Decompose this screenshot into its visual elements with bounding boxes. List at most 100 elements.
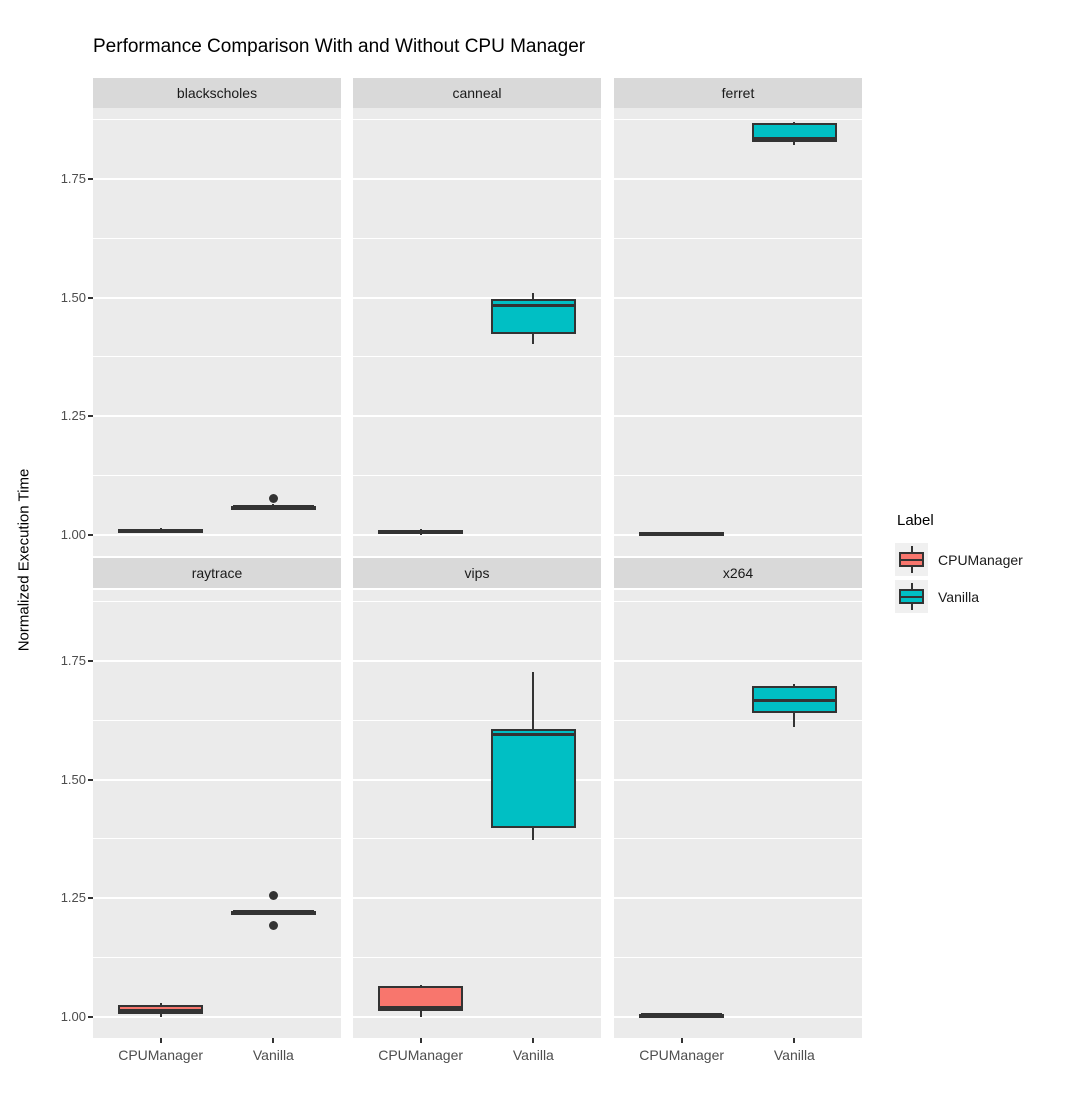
whisker-upper bbox=[419, 529, 422, 531]
chart-title: Performance Comparison With and Without … bbox=[93, 36, 586, 57]
x-tick-label: Vanilla bbox=[773, 1047, 815, 1063]
y-tick-label: 1.25 bbox=[60, 408, 86, 424]
x-tick-mark bbox=[793, 1038, 796, 1043]
gridline-minor bbox=[614, 956, 862, 958]
whisker-lower bbox=[532, 827, 535, 841]
gridline-major bbox=[353, 897, 601, 900]
gridline-major bbox=[614, 778, 862, 781]
gridline-minor bbox=[93, 119, 341, 121]
gridline-minor bbox=[614, 838, 862, 840]
gridline-minor bbox=[614, 601, 862, 603]
gridline-major bbox=[93, 897, 341, 900]
median-line bbox=[492, 732, 574, 736]
x-tick-mark bbox=[159, 1038, 162, 1043]
facet-panel-raytrace bbox=[93, 590, 341, 1038]
gridline-major bbox=[93, 778, 341, 781]
gridline-major bbox=[353, 415, 601, 418]
median-line bbox=[232, 910, 314, 914]
y-tick-label: 1.25 bbox=[60, 890, 86, 906]
gridline-major bbox=[93, 178, 341, 181]
box-vanilla bbox=[490, 728, 576, 828]
x-tick-label: Vanilla bbox=[512, 1047, 554, 1063]
median-line bbox=[753, 137, 835, 141]
outlier-point bbox=[268, 921, 278, 931]
x-tick-label: Vanilla bbox=[252, 1047, 294, 1063]
y-tick-mark bbox=[88, 178, 93, 181]
median-line bbox=[641, 1013, 723, 1017]
y-tick-mark bbox=[88, 415, 93, 418]
facet-strip-blackscholes: blackscholes bbox=[93, 78, 341, 108]
gridline-major bbox=[353, 296, 601, 299]
gridline-minor bbox=[93, 719, 341, 721]
y-tick-mark bbox=[88, 533, 93, 536]
gridline-minor bbox=[614, 719, 862, 721]
x-tick-mark bbox=[532, 1038, 535, 1043]
gridline-minor bbox=[614, 119, 862, 121]
gridline-minor bbox=[614, 356, 862, 358]
gridline-minor bbox=[353, 719, 601, 721]
legend-entry-label: CPUManager bbox=[938, 551, 1023, 568]
gridline-major bbox=[93, 1015, 341, 1018]
legend-entries: CPUManager Vanilla bbox=[895, 541, 1023, 615]
x-tick-mark bbox=[272, 1038, 275, 1043]
gridline-minor bbox=[353, 237, 601, 239]
gridline-major bbox=[614, 897, 862, 900]
gridline-major bbox=[614, 178, 862, 181]
gridline-major bbox=[93, 415, 341, 418]
whisker-upper bbox=[793, 121, 796, 124]
x-tick-label: CPUManager bbox=[378, 1047, 464, 1063]
y-axis-title: Normalized Execution Time bbox=[15, 468, 33, 652]
median-line bbox=[492, 303, 574, 307]
y-tick-label: 1.50 bbox=[60, 771, 86, 787]
whisker-upper bbox=[793, 684, 796, 686]
median-line bbox=[120, 528, 202, 532]
y-tick-label: 1.50 bbox=[60, 289, 86, 305]
gridline-major bbox=[93, 533, 341, 536]
gridline-minor bbox=[93, 601, 341, 603]
whisker-upper bbox=[532, 671, 535, 729]
legend-entry: CPUManager bbox=[895, 541, 1023, 578]
gridline-major bbox=[93, 296, 341, 299]
gridline-minor bbox=[353, 838, 601, 840]
gridline-major bbox=[353, 178, 601, 181]
whisker-lower bbox=[793, 713, 796, 728]
key-median-line bbox=[901, 558, 922, 561]
gridline-major bbox=[614, 660, 862, 663]
gridline-major bbox=[614, 296, 862, 299]
x-tick-label: CPUManager bbox=[639, 1047, 725, 1063]
facet-strip-raytrace: raytrace bbox=[93, 558, 341, 588]
median-line bbox=[753, 698, 835, 702]
whisker-upper bbox=[272, 504, 275, 506]
median-line bbox=[641, 531, 723, 535]
y-tick-mark bbox=[88, 778, 93, 781]
gridline-minor bbox=[614, 237, 862, 239]
whisker-lower bbox=[532, 333, 535, 344]
facet-strip-vips: vips bbox=[353, 558, 601, 588]
box-vanilla bbox=[751, 123, 837, 142]
outlier-point bbox=[268, 890, 278, 900]
key-median-line bbox=[901, 595, 922, 598]
gridline-major bbox=[353, 1015, 601, 1018]
gridline-minor bbox=[353, 119, 601, 121]
y-tick-mark bbox=[88, 1015, 93, 1018]
gridline-major bbox=[93, 660, 341, 663]
median-line bbox=[232, 505, 314, 509]
gridline-major bbox=[353, 533, 601, 536]
gridline-minor bbox=[93, 237, 341, 239]
whisker-upper bbox=[419, 984, 422, 986]
gridline-minor bbox=[93, 474, 341, 476]
outlier-point bbox=[268, 494, 278, 504]
gridline-minor bbox=[353, 956, 601, 958]
whisker-upper bbox=[532, 292, 535, 300]
gridline-minor bbox=[93, 956, 341, 958]
y-tick-mark bbox=[88, 897, 93, 900]
gridline-major bbox=[614, 1015, 862, 1018]
gridline-major bbox=[614, 533, 862, 536]
x-tick-mark bbox=[680, 1038, 683, 1043]
facet-panel-vips bbox=[353, 590, 601, 1038]
facet-strip-x264: x264 bbox=[614, 558, 862, 588]
legend-title: Label bbox=[897, 512, 934, 529]
legend-key bbox=[895, 543, 928, 576]
legend-entry-label: Vanilla bbox=[938, 588, 979, 605]
y-tick-mark bbox=[88, 296, 93, 299]
